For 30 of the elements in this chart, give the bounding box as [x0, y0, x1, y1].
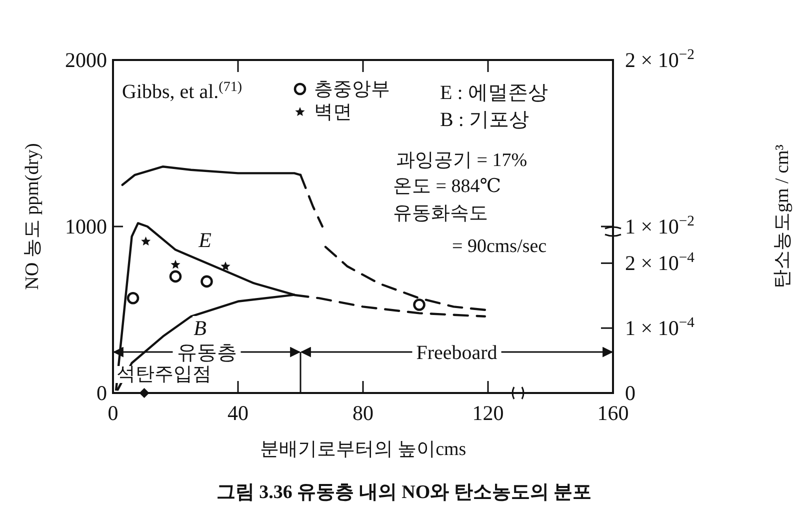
legend-item: 층중앙부 [294, 79, 390, 100]
legend-label: 층중앙부 [314, 79, 390, 100]
annotation: E [198, 228, 212, 252]
annotation: 석탄주입점 [116, 364, 212, 385]
annotation: 온도 = 884℃ [393, 176, 501, 197]
y-axis-title: NO 농도 ppm(dry) [22, 143, 43, 290]
y3-tick-label: 1 × 10$^{−2}$ [625, 214, 694, 238]
x-tick-label: 120 [472, 401, 504, 425]
annotation: Freeboard [416, 342, 498, 364]
x-tick-label: 40 [228, 401, 248, 425]
legend-label: 벽면 [314, 102, 352, 123]
annotation: E : 에멀존상 [440, 82, 548, 104]
y2-tick-label: 2 × 10$^{−4}$ [625, 250, 696, 276]
annotation: B [194, 316, 207, 340]
legend-item: 벽면 [295, 102, 352, 123]
annotation: = 90cms/sec [452, 236, 547, 257]
annotation: Gibbs, et al.$^{(71)}$ [122, 80, 242, 103]
y2-axis-title: 탄소농도gm / cm³ [772, 144, 793, 288]
annotation: 유동층 [176, 342, 237, 364]
y-tick-label: 0 [96, 381, 107, 405]
y2-tick-label: 1 × 10$^{−4}$ [625, 315, 696, 340]
annotation: 유동화속도 [393, 203, 488, 224]
caption: 그림 3.36 유동층 내의 NO와 탄소농도의 분포 [216, 482, 592, 503]
y-tick-label: 2000 [65, 48, 107, 72]
annotation: 과잉공기 = 17% [396, 150, 528, 171]
y3-tick-label: 2 × 10$^{−2}$ [625, 47, 694, 72]
x-axis-title: 분배기로부터의 높이cms [260, 439, 466, 460]
x-tick-label: 80 [352, 401, 374, 425]
annotation: B : 기포상 [440, 109, 529, 131]
y-tick-label: 1000 [65, 214, 107, 238]
